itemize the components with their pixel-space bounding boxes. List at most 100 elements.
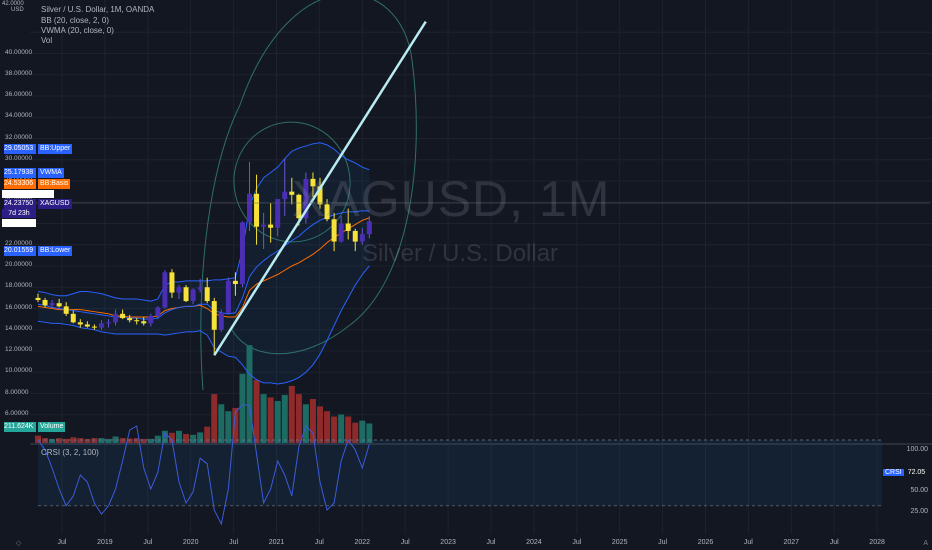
volume-bar <box>295 394 302 443</box>
price-axis-label: 40.00000 <box>5 48 33 56</box>
volume-bar <box>140 438 147 443</box>
volume-bar <box>168 432 175 443</box>
vol-legend[interactable]: Vol <box>41 36 53 45</box>
price-axis-label: 22.00000 <box>5 239 33 247</box>
volume-bar <box>98 438 105 443</box>
price-axis-label: 30.00000 <box>5 154 33 162</box>
volume-bar <box>260 394 267 443</box>
candle-body <box>35 297 41 300</box>
name-watermark: Silver / U.S. Dollar <box>362 240 559 267</box>
time-axis-label: Jul <box>229 539 239 546</box>
time-axis-label: Jul <box>400 539 410 546</box>
time-axis[interactable]: Jul 2019 Jul 2020 Jul 2021 Jul 2022 Jul 2023 Jul 20… <box>0 534 932 550</box>
price-candles <box>35 158 372 355</box>
candle-body <box>275 199 281 228</box>
price-axis-label: 10.00000 <box>5 367 33 375</box>
price-axis-label: 12.00000 <box>5 346 33 353</box>
trend-line[interactable] <box>213 20 427 356</box>
volume-bar <box>91 438 98 443</box>
bb-basis-line <box>37 217 370 318</box>
bb-lower-line <box>37 265 370 385</box>
candle-body <box>70 313 76 323</box>
time-axis-label: 2025 <box>611 539 628 546</box>
volume-bar <box>133 438 140 443</box>
volume-bar <box>42 438 49 443</box>
crsi-legend[interactable]: CRSI (3, 2, 100) <box>41 448 99 457</box>
time-axis-label: 2028 <box>869 539 885 546</box>
candle-body <box>148 315 154 324</box>
candle-body <box>359 234 365 242</box>
price-axis-label: 34.00000 <box>5 112 33 120</box>
candle-body <box>141 321 147 324</box>
time-axis-label: Jul <box>743 539 753 546</box>
symbol-watermark: XAGUSD, 1M <box>292 171 611 227</box>
volume-bar <box>56 438 63 443</box>
candle-body <box>204 287 210 302</box>
candle-body <box>120 313 126 319</box>
volume-bar <box>63 438 70 443</box>
volume-bar <box>352 422 359 443</box>
candle-body <box>261 224 267 227</box>
volume-bar <box>77 438 84 443</box>
price-axis-label: 8.00000 <box>5 388 29 396</box>
candle-body <box>169 272 175 293</box>
time-axis-label: 2022 <box>354 539 371 546</box>
candle-body <box>232 280 238 285</box>
volume-bar <box>253 379 260 443</box>
trend-line-segment <box>213 20 427 356</box>
candle-body <box>282 191 288 200</box>
volume-bar <box>183 434 190 443</box>
volume-bar <box>84 438 91 443</box>
volume-bar <box>366 423 373 443</box>
time-axis-label: Jul <box>314 539 324 546</box>
candle-body <box>303 178 309 219</box>
candle-body <box>84 324 90 327</box>
candle-body <box>127 318 133 321</box>
volume-bar <box>281 394 288 443</box>
time-axis-label: 2026 <box>697 539 714 546</box>
time-axis-label: Jul <box>143 539 153 546</box>
candle-body <box>49 303 55 306</box>
candle-body <box>91 326 97 328</box>
vwma-tag: 25.17938 VWMA <box>4 168 64 178</box>
time-axis-label: Jul <box>658 539 668 546</box>
volume-bar <box>112 436 119 443</box>
auto-scale-button[interactable]: A <box>923 540 928 547</box>
crsi-line <box>37 404 370 526</box>
volume-bar <box>35 435 41 443</box>
volume-bar <box>190 434 197 443</box>
candle-body <box>106 322 111 324</box>
candle-body <box>218 312 224 330</box>
volume-bar <box>211 394 218 443</box>
chart-title-legend[interactable]: Silver / U.S. Dollar, 1M, OANDA <box>41 5 155 14</box>
time-axis-label: 2021 <box>268 539 285 546</box>
volume-bar <box>309 399 316 443</box>
candle-body <box>324 204 330 220</box>
candle-body <box>345 223 351 231</box>
volume-bar <box>317 406 323 443</box>
volume-bar <box>197 432 204 443</box>
candle-body <box>197 287 203 290</box>
candle-body <box>296 194 302 219</box>
candle-body <box>366 221 372 235</box>
crsi-band-fill <box>38 440 882 506</box>
bb-lower-tag: 20.01559 BB:Lower <box>4 246 73 256</box>
settings-corner[interactable]: ◇ <box>16 540 22 547</box>
vwma-legend[interactable]: VWMA (20, close, 0) <box>41 26 114 35</box>
candle-body <box>317 186 323 205</box>
crsi-axis-50: 50.00 <box>910 487 928 494</box>
price-axis-label: 18.00000 <box>5 282 33 290</box>
bb-basis-tag: 24.53306 BB:Basis <box>4 179 71 189</box>
price-axis-label: 6.00000 <box>5 409 29 417</box>
candle-body <box>247 193 252 223</box>
candle-body <box>162 272 168 308</box>
annotation-ellipses <box>200 0 417 391</box>
bb-upper-line <box>37 142 370 302</box>
candle-body <box>134 320 140 322</box>
bb-legend[interactable]: BB (20, close, 2, 0) <box>41 16 110 25</box>
candle-body <box>98 323 104 328</box>
volume-bar <box>324 411 331 443</box>
candle-body <box>183 287 189 302</box>
time-axis-label: Jul <box>572 539 582 546</box>
